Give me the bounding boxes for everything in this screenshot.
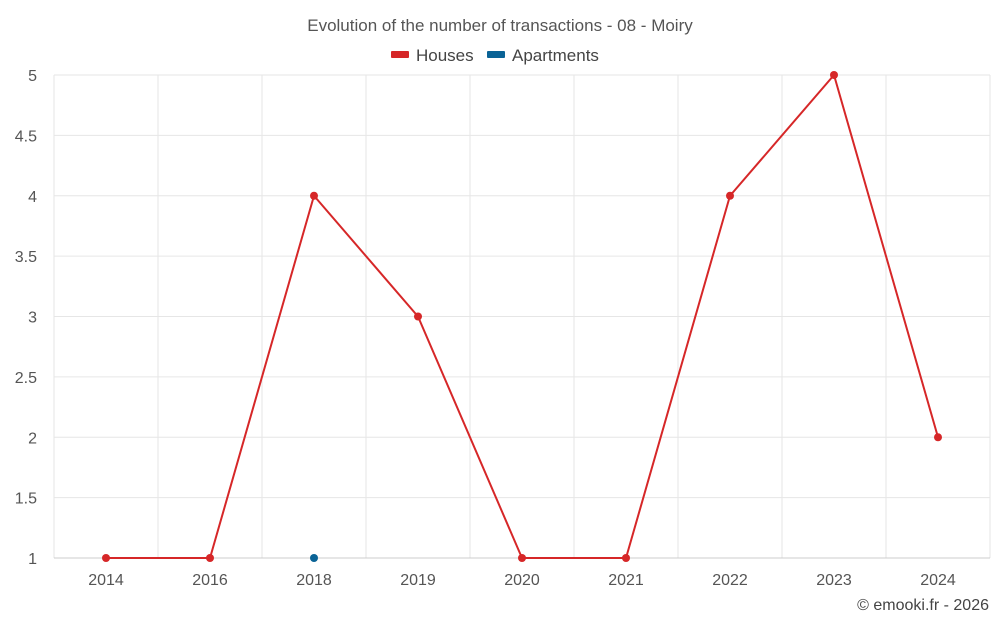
data-point-houses-2021[interactable]	[622, 554, 630, 562]
series-houses	[102, 71, 942, 562]
data-point-houses-2014[interactable]	[102, 554, 110, 562]
y-tick-label: 2.5	[15, 370, 37, 387]
data-point-houses-2018[interactable]	[310, 191, 318, 200]
chart-title: Evolution of the number of transactions …	[307, 16, 693, 35]
data-point-apartments-2018[interactable]	[310, 554, 318, 562]
data-point-houses-2024[interactable]	[934, 433, 942, 442]
x-tick-label: 2018	[296, 572, 332, 589]
y-tick-label: 2	[28, 430, 37, 447]
x-tick-label: 2022	[712, 572, 748, 589]
legend: Houses Apartments	[391, 46, 599, 65]
x-axis-ticks: 2014 2016 2018 2019 2020 2021 2022 2023 2024	[88, 572, 956, 589]
legend-swatch-houses	[391, 51, 409, 58]
series-layer	[102, 71, 942, 562]
y-tick-label: 1	[28, 551, 37, 568]
legend-label-houses: Houses	[416, 46, 474, 65]
y-tick-label: 4	[28, 189, 37, 206]
series-apartments	[310, 554, 318, 562]
legend-swatch-apartments	[487, 51, 505, 58]
x-tick-label: 2016	[192, 572, 228, 589]
x-tick-label: 2024	[920, 572, 956, 589]
data-point-houses-2023[interactable]	[830, 71, 838, 79]
x-tick-label: 2020	[504, 572, 540, 589]
legend-label-apartments: Apartments	[512, 46, 599, 65]
x-tick-label: 2021	[608, 572, 644, 589]
legend-item-apartments[interactable]: Apartments	[487, 46, 599, 65]
data-point-houses-2020[interactable]	[518, 554, 526, 562]
grid	[53, 74, 991, 559]
y-tick-label: 3.5	[15, 249, 37, 266]
data-point-houses-2022[interactable]	[726, 191, 734, 200]
y-axis-ticks: 1 1.5 2 2.5 3 3.5 4 4.5 5	[15, 68, 37, 568]
legend-item-houses[interactable]: Houses	[391, 46, 474, 65]
y-tick-label: 5	[28, 68, 37, 85]
x-tick-label: 2019	[400, 572, 436, 589]
y-tick-label: 4.5	[15, 128, 37, 145]
data-point-houses-2019[interactable]	[414, 312, 422, 321]
y-tick-label: 1.5	[15, 491, 37, 508]
x-tick-label: 2014	[88, 572, 124, 589]
y-tick-label: 3	[28, 310, 37, 327]
data-point-houses-2016[interactable]	[206, 554, 214, 562]
x-tick-label: 2023	[816, 572, 852, 589]
credit-text: © emooki.fr - 2026	[857, 597, 989, 614]
